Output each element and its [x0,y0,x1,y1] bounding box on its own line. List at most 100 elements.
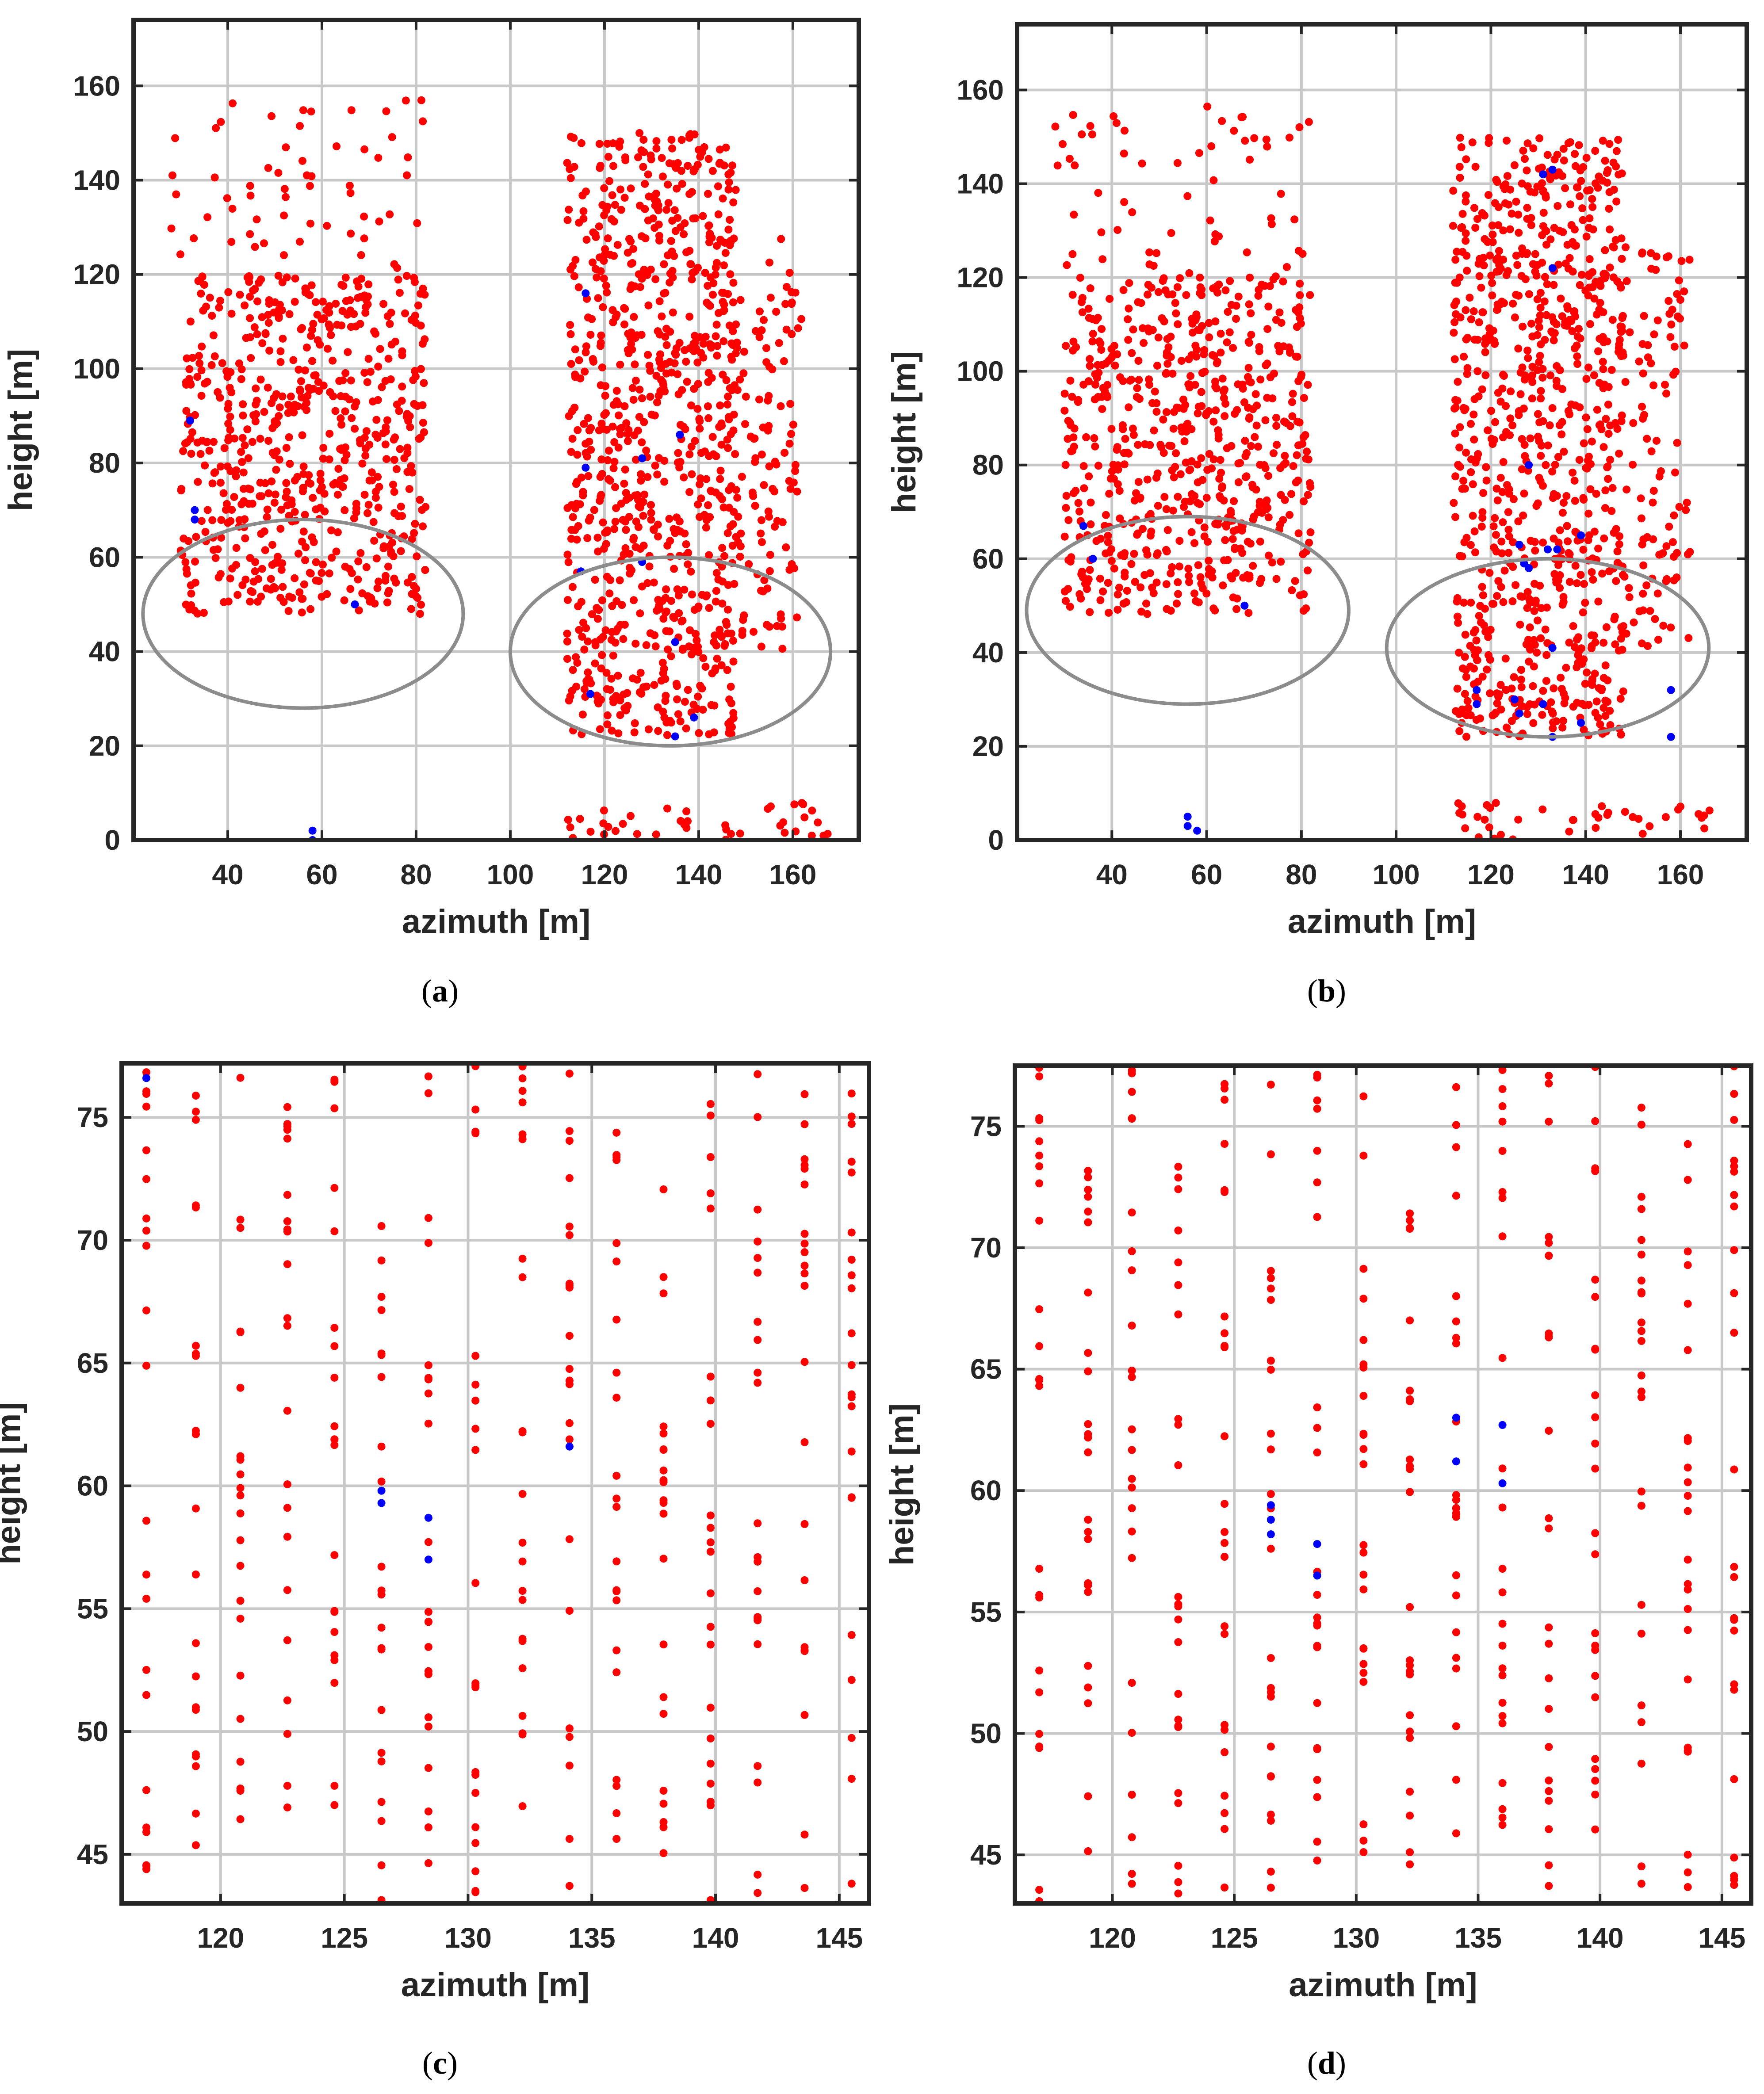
scatter-point [800,1646,809,1655]
scatter-point [296,387,304,395]
scatter-point [1529,719,1538,727]
scatter-point [611,201,619,209]
scatter-point [1035,1162,1044,1170]
scatter-point [1224,556,1232,564]
scatter-point [1249,516,1257,524]
scatter-point [1493,592,1501,600]
scatter-point [1184,565,1193,573]
scatter-point [382,427,390,436]
scatter-point [372,554,381,563]
scatter-point [278,392,287,401]
scatter-point [402,96,410,105]
scatter-point [591,659,599,668]
scatter-point [1074,396,1082,404]
scatter-point [233,591,242,599]
scatter-point [1252,421,1261,430]
scatter-point [142,1517,150,1525]
scatter-point [1585,531,1593,539]
scatter-point [394,512,402,520]
scatter-point [1617,234,1626,243]
scatter-point [658,172,667,181]
scatter-point [563,596,572,604]
scatter-point [346,585,355,593]
scatter-point [408,468,417,477]
scatter-point [754,1519,762,1528]
scatter-point [595,222,603,231]
highlight-point [1539,700,1547,708]
scatter-point [603,140,612,148]
scatter-point [1502,402,1510,410]
scatter-point [1452,1776,1460,1784]
scatter-point [424,1670,432,1678]
scatter-point [565,206,573,214]
scatter-point [1266,373,1274,382]
scatter-point [1209,176,1218,184]
scatter-point [1221,1080,1229,1088]
scatter-point [283,1260,291,1269]
scatter-point [1116,514,1124,523]
scatter-point [1135,376,1143,384]
scatter-point [1684,1464,1692,1472]
scatter-point [1585,186,1594,194]
x-tick-label: 140 [1562,859,1609,890]
scatter-point [640,266,648,274]
scatter-point [360,490,369,499]
scatter-point [346,189,355,197]
scatter-point [1174,1227,1182,1234]
scatter-point [1629,460,1637,469]
scatter-point [1450,405,1459,413]
scatter-point [1684,1883,1692,1891]
scatter-point [227,238,236,246]
scatter-point [1730,1775,1738,1783]
scatter-point [1134,478,1143,486]
scatter-point [736,829,744,838]
scatter-point [362,427,371,436]
scatter-point [689,167,698,176]
scatter-point [351,402,359,411]
scatter-point [565,1174,574,1182]
scatter-point [847,1271,856,1280]
scatter-point [629,674,637,683]
scatter-point [374,363,383,371]
scatter-point [1205,333,1213,341]
scatter-point [330,1373,339,1382]
scatter-point [327,526,336,535]
scatter-point [1035,1375,1044,1383]
scatter-point [220,444,229,452]
scatter-point [370,327,379,336]
scatter-point [1730,1289,1738,1297]
x-tick-label: 100 [1373,859,1420,890]
scatter-point [612,1596,621,1605]
scatter-point [1565,410,1574,419]
scatter-point [1542,311,1550,319]
scatter-point [1246,156,1254,164]
scatter-point [253,297,261,306]
scatter-point [658,312,666,321]
scatter-point [1060,532,1069,541]
scatter-point [518,1557,527,1566]
scatter-point [1536,581,1544,590]
scatter-point [716,159,724,167]
scatter-point [203,213,212,222]
scatter-point [1676,314,1684,323]
scatter-point [1539,539,1547,547]
scatter-point [800,1830,809,1839]
scatter-point [673,184,681,193]
scatter-point [1302,455,1310,463]
scatter-point [665,515,673,523]
scatter-point [654,392,663,400]
scatter-point [1160,493,1169,501]
scatter-point [705,551,713,559]
scatter-point [682,724,690,733]
scatter-point [333,528,342,536]
scatter-point [1294,529,1303,538]
scatter-point [1615,532,1624,540]
scatter-point [1107,545,1116,554]
scatter-point [814,818,822,827]
scatter-point [1637,1104,1645,1112]
scatter-point [236,1787,245,1795]
scatter-point [1283,263,1291,271]
scatter-point [1557,685,1566,693]
scatter-point [1591,1765,1599,1773]
scatter-point [733,344,741,352]
